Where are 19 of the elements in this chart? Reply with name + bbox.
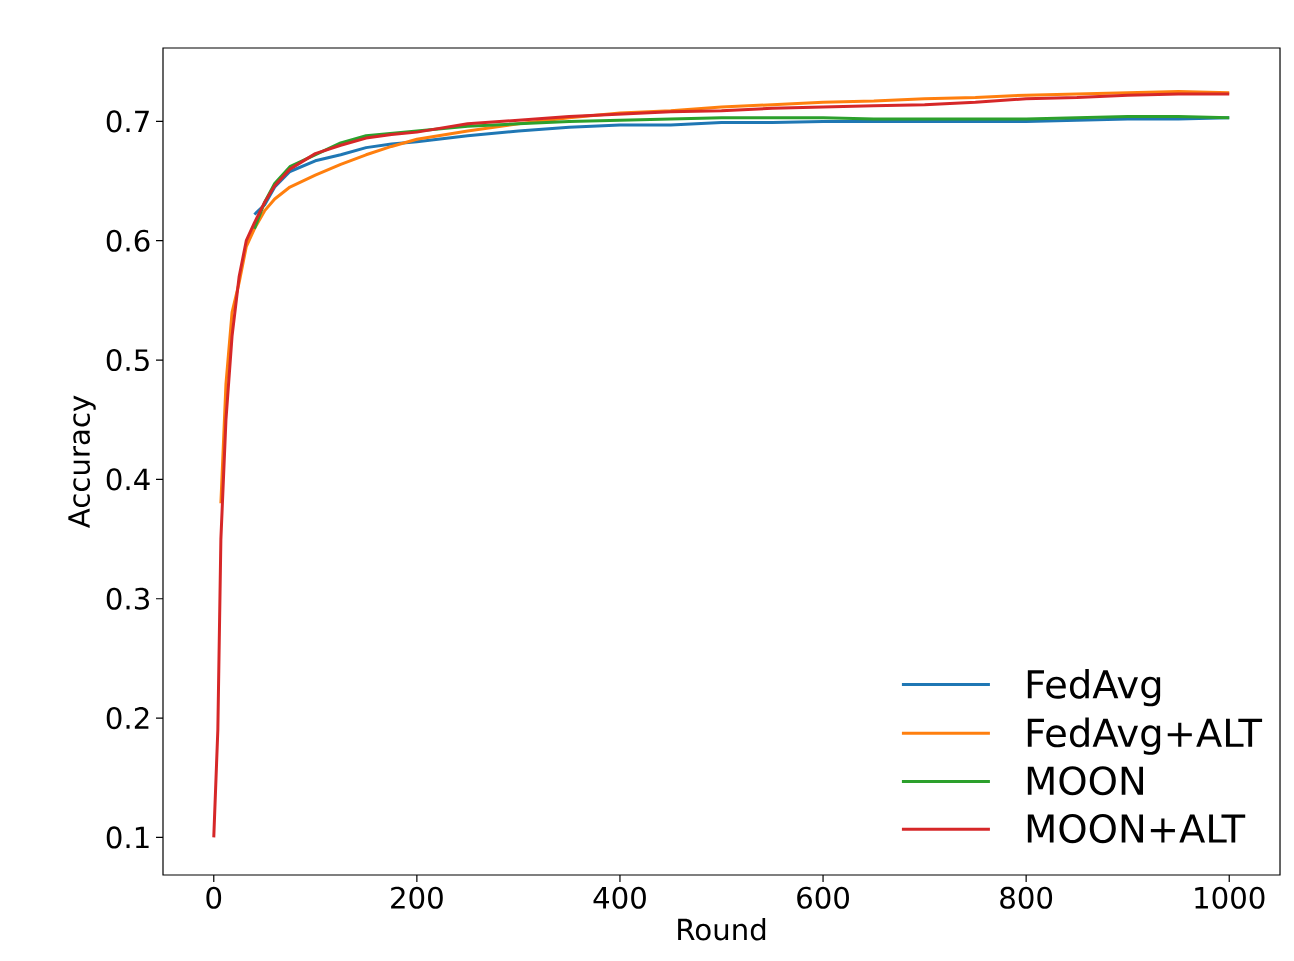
y-tick-label: 0.2 (106, 707, 149, 730)
legend-label: MOON+ALT (1027, 814, 1246, 844)
y-axis-title: Accuracy (68, 395, 96, 528)
x-tick-label: 600 (797, 886, 849, 909)
x-axis-title: Round (678, 917, 766, 941)
y-tick-label: 0.7 (106, 110, 149, 133)
x-tick-label: 800 (1000, 886, 1053, 909)
x-tick-label: 400 (593, 886, 646, 909)
y-tick-label: 0.5 (106, 349, 149, 372)
legend-label: FedAvg+ALT (1027, 717, 1263, 755)
y-tick-label: 0.6 (106, 229, 150, 252)
y-tick-label: 0.3 (106, 587, 149, 610)
x-tick-label: 200 (391, 886, 443, 909)
x-tick-label: 0 (206, 886, 222, 909)
legend-label: FedAvg (1027, 668, 1161, 707)
y-tick-label: 0.4 (106, 468, 150, 491)
y-tick-label: 0.1 (106, 826, 149, 849)
x-tick-label: 1000 (1195, 886, 1265, 909)
legend-label: MOON (1027, 766, 1143, 796)
